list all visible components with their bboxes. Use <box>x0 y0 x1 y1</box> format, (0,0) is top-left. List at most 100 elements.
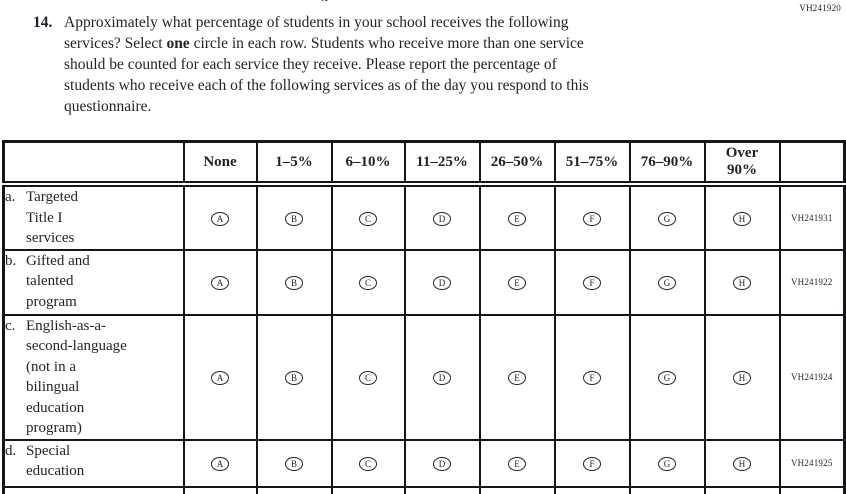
option-e-circle[interactable]: E <box>508 276 526 290</box>
option-g-circle[interactable]: G <box>658 457 676 471</box>
option-cell: E <box>478 183 556 251</box>
option-cell: C <box>330 183 406 251</box>
option-cell: H <box>703 438 781 488</box>
option-f-circle[interactable]: F <box>583 211 601 226</box>
option-b-circle[interactable]: B <box>285 276 303 290</box>
option-a-circle[interactable]: A <box>211 211 229 226</box>
option-d-circle[interactable]: D <box>433 276 451 290</box>
option-cell: B <box>255 313 333 441</box>
row-label-line: talented <box>26 273 74 289</box>
column-header: Over 90% <box>703 140 781 187</box>
option-g-circle[interactable]: G <box>658 211 676 226</box>
option-h-circle[interactable]: H <box>733 457 751 471</box>
row-label-line: English-as-a- <box>26 317 106 334</box>
option-cell: D <box>403 313 481 441</box>
row-label-line: Targeted <box>26 189 78 205</box>
option-cell: B <box>255 438 333 488</box>
option-cell: C <box>330 438 406 488</box>
option-cell: D <box>403 183 481 251</box>
row-label-cell: c. English-as-a-second-language (not in a b… <box>2 313 185 441</box>
option-cell: F <box>553 438 631 488</box>
question-accession-code: VH241920 <box>799 3 841 13</box>
column-header: 11–25% <box>403 140 481 187</box>
option-cell: B <box>255 248 333 316</box>
option-cell: E <box>478 248 556 316</box>
option-cell: D <box>403 248 481 316</box>
question-line: Approximately what percentage of student… <box>64 14 569 31</box>
row-letter: a. <box>5 189 16 205</box>
row-label-cell: a. Targeted Title I services <box>2 183 185 251</box>
empty-cell <box>553 485 631 494</box>
option-c-circle[interactable]: C <box>359 211 377 226</box>
question-block: 14. Approximately what percentage of stu… <box>33 12 589 117</box>
option-cell: H <box>703 183 781 251</box>
row-label-line: program) <box>26 420 82 436</box>
option-cell: H <box>703 248 781 316</box>
row-accession-code: VH241925 <box>778 438 846 488</box>
clipped-text-fragment: x <box>321 0 328 6</box>
row-label-line: (not in a <box>26 358 76 375</box>
option-cell: C <box>330 248 406 316</box>
empty-cell <box>330 485 406 494</box>
empty-cell <box>255 485 333 494</box>
option-b-circle[interactable]: B <box>285 371 303 385</box>
option-f-circle[interactable]: F <box>583 371 601 385</box>
option-cell: A <box>182 183 258 251</box>
empty-cell <box>403 485 481 494</box>
column-header: 51–75% <box>553 140 631 187</box>
question-line: services? Select one circle in each row.… <box>64 35 584 52</box>
option-c-circle[interactable]: C <box>359 276 377 290</box>
option-g-circle[interactable]: G <box>658 371 676 385</box>
option-cell: A <box>182 438 258 488</box>
row-label-cell: d. Special education <box>2 438 185 488</box>
row-label-cell: b. Gifted and talented program <box>2 248 185 316</box>
option-d-circle[interactable]: D <box>433 371 451 385</box>
empty-cell <box>478 485 556 494</box>
option-g-circle[interactable]: G <box>658 276 676 290</box>
option-a-circle[interactable]: A <box>211 371 229 385</box>
option-e-circle[interactable]: E <box>508 211 526 226</box>
row-label-line: bilingual <box>26 379 80 395</box>
empty-cell <box>778 485 846 494</box>
empty-cell <box>703 485 781 494</box>
option-cell: E <box>478 313 556 441</box>
column-header: 26–50% <box>478 140 556 187</box>
option-e-circle[interactable]: E <box>508 457 526 471</box>
row-label-line: Gifted and <box>26 252 90 269</box>
option-cell: A <box>182 313 258 441</box>
corner-cell <box>2 140 185 187</box>
table-row: a. Targeted Title I services A B C D E F G H VH24193… <box>2 183 846 251</box>
table-row: d. Special education A B C D E F G H VH241925 <box>2 438 846 488</box>
option-cell: F <box>553 183 631 251</box>
option-cell: F <box>553 313 631 441</box>
empty-cell <box>2 485 185 494</box>
option-c-circle[interactable]: C <box>359 371 377 385</box>
question-line: questionnaire. <box>64 98 152 115</box>
option-c-circle[interactable]: C <box>359 457 377 471</box>
row-letter: b. <box>5 252 17 269</box>
option-h-circle[interactable]: H <box>733 276 751 290</box>
option-e-circle[interactable]: E <box>508 371 526 385</box>
row-letter: d. <box>5 442 17 459</box>
column-header: None <box>182 140 258 187</box>
row-accession-code: VH241924 <box>778 313 846 441</box>
table-row-clipped <box>2 485 846 494</box>
table-body: a. Targeted Title I services A B C D E F G H VH24193… <box>2 183 846 494</box>
column-header: 6–10% <box>330 140 406 187</box>
row-label-line: education <box>26 399 85 416</box>
option-b-circle[interactable]: B <box>285 211 303 226</box>
option-cell: G <box>628 438 706 488</box>
table-row: b. Gifted and talented program A B C D E F G H VH241… <box>2 248 846 316</box>
option-h-circle[interactable]: H <box>733 211 751 226</box>
option-f-circle[interactable]: F <box>583 276 601 290</box>
question-line: students who receive each of the followi… <box>64 77 589 94</box>
option-cell: F <box>553 248 631 316</box>
option-d-circle[interactable]: D <box>433 211 451 226</box>
option-a-circle[interactable]: A <box>211 276 229 290</box>
option-f-circle[interactable]: F <box>583 457 601 471</box>
option-a-circle[interactable]: A <box>211 457 229 471</box>
option-b-circle[interactable]: B <box>285 457 303 471</box>
option-h-circle[interactable]: H <box>733 371 751 385</box>
option-d-circle[interactable]: D <box>433 457 451 471</box>
